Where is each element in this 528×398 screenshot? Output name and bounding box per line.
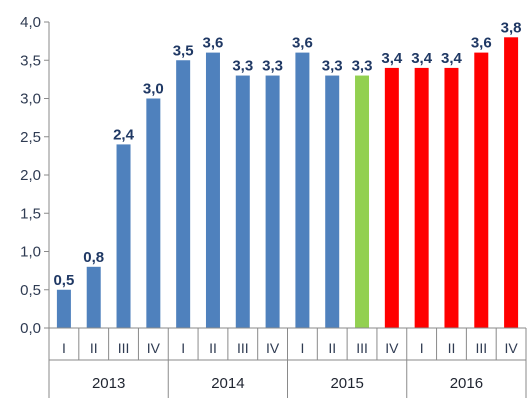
data-label: 3,8 (501, 19, 522, 36)
bar (474, 52, 489, 328)
bar (414, 67, 429, 329)
bar (235, 75, 250, 328)
data-label: 0,5 (53, 272, 74, 289)
y-tick-label: 3,0 (20, 91, 41, 108)
y-tick-label: 2,0 (20, 167, 41, 184)
x-tick-label: I (62, 340, 66, 356)
y-tick-label: 0,0 (20, 320, 41, 337)
data-label: 0,8 (83, 249, 104, 266)
data-label: 3,5 (173, 42, 194, 59)
data-label: 3,0 (143, 81, 164, 98)
x-tick-label: IV (504, 340, 518, 356)
bar (205, 52, 220, 328)
bar (295, 52, 310, 328)
y-axis: 0,0 0,5 1,0 1,5 2,0 2,5 3,0 3,5 4,0 (20, 14, 50, 337)
y-tick-label: 1,0 (20, 244, 41, 261)
x-tick-label: III (237, 340, 249, 356)
y-tick-label: 3,5 (20, 52, 41, 69)
data-label: 3,6 (292, 35, 313, 52)
data-label: 3,3 (232, 58, 253, 75)
data-label: 3,3 (352, 58, 373, 75)
x-tick-label: I (300, 340, 304, 356)
year-label: 2014 (211, 375, 244, 392)
bar (504, 37, 519, 329)
x-tick-label: III (356, 340, 368, 356)
data-label: 2,4 (113, 126, 135, 143)
y-tick-label: 2,5 (20, 129, 41, 146)
bar (325, 75, 340, 328)
data-label: 3,3 (262, 58, 283, 75)
bar (146, 98, 161, 328)
bar (86, 266, 101, 328)
bar (355, 75, 370, 328)
bars (56, 37, 519, 329)
x-tick-label: IV (385, 340, 399, 356)
bar (56, 289, 71, 328)
x-tick-label: IV (266, 340, 280, 356)
data-label: 3,6 (203, 35, 224, 52)
x-tick-label: IV (147, 340, 161, 356)
bar (265, 75, 280, 328)
y-tick-label: 1,5 (20, 205, 41, 222)
year-label: 2013 (92, 375, 125, 392)
data-labels: 0,5 0,8 2,4 3,0 3,5 3,6 3,3 3,3 3,6 3,3 3,3 3,4 3,4 3… (53, 19, 521, 288)
x-tick-label: II (328, 340, 336, 356)
x-tick-label: III (475, 340, 487, 356)
year-label: 2016 (450, 375, 483, 392)
x-tick-label: II (209, 340, 217, 356)
x-tick-label: I (420, 340, 424, 356)
year-label: 2015 (330, 375, 363, 392)
x-tick-label: III (118, 340, 130, 356)
data-label: 3,4 (441, 50, 463, 67)
bar (176, 60, 191, 328)
bar (444, 67, 459, 329)
data-label: 3,3 (322, 58, 343, 75)
x-tick-label: II (90, 340, 98, 356)
data-label: 3,4 (381, 50, 403, 67)
y-tick-label: 4,0 (20, 14, 41, 31)
x-tick-label: I (181, 340, 185, 356)
data-label: 3,4 (411, 50, 433, 67)
y-tick-label: 0,5 (20, 282, 41, 299)
data-label: 3,6 (471, 35, 492, 52)
x-tick-label: II (448, 340, 456, 356)
bar (116, 144, 131, 328)
bar (384, 67, 399, 329)
